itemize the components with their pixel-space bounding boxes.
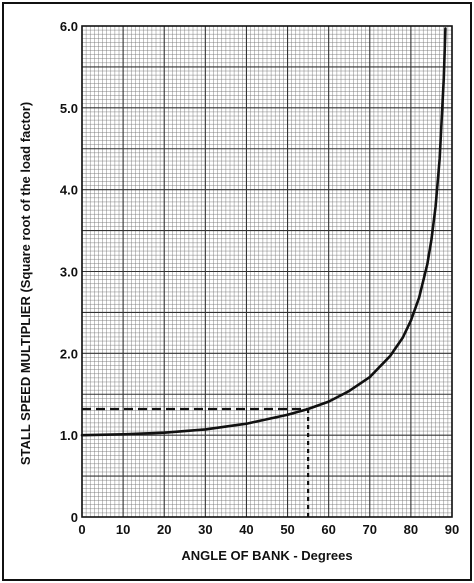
plot-area-border [81,25,453,518]
x-tick-label: 80 [404,522,418,537]
x-tick-label: 50 [280,522,294,537]
guide-lines [82,407,310,517]
x-axis-title: ANGLE OF BANK - Degrees [181,548,352,563]
y-tick-label: 1.0 [60,428,78,443]
bank-angle-stall-speed-chart: 0 10 20 30 40 50 60 70 80 90 01.02.03.04.05.06.0 … [18,19,459,563]
y-tick-label: 0 [71,510,78,525]
x-tick-label: 10 [116,522,130,537]
y-tick-label: 4.0 [60,183,78,198]
y-tick-label: 5.0 [60,101,78,116]
y-tick-labels: 0 1.0 2.0 3.0 4.0 5.0 6.0 [60,19,78,525]
x-tick-labels: 0 10 20 30 40 50 60 70 80 90 [78,522,459,537]
y-tick-label: 3.0 [60,265,78,280]
curve-layer [80,27,447,437]
x-tick-label: 90 [445,522,459,537]
plot-border [81,25,453,518]
x-tick-label: 70 [363,522,377,537]
y-axis-title: STALL SPEED MULTIPLIER (Square root of t… [18,102,33,465]
x-tick-label: 60 [321,522,335,537]
y-tick-label: 6.0 [60,19,78,34]
x-tick-label: 0 [78,522,85,537]
x-tick-label: 20 [157,522,171,537]
stall-speed-curve [80,27,447,437]
x-tick-label: 30 [198,522,212,537]
y-tick-label: 2.0 [60,346,78,361]
x-tick-label: 40 [239,522,253,537]
